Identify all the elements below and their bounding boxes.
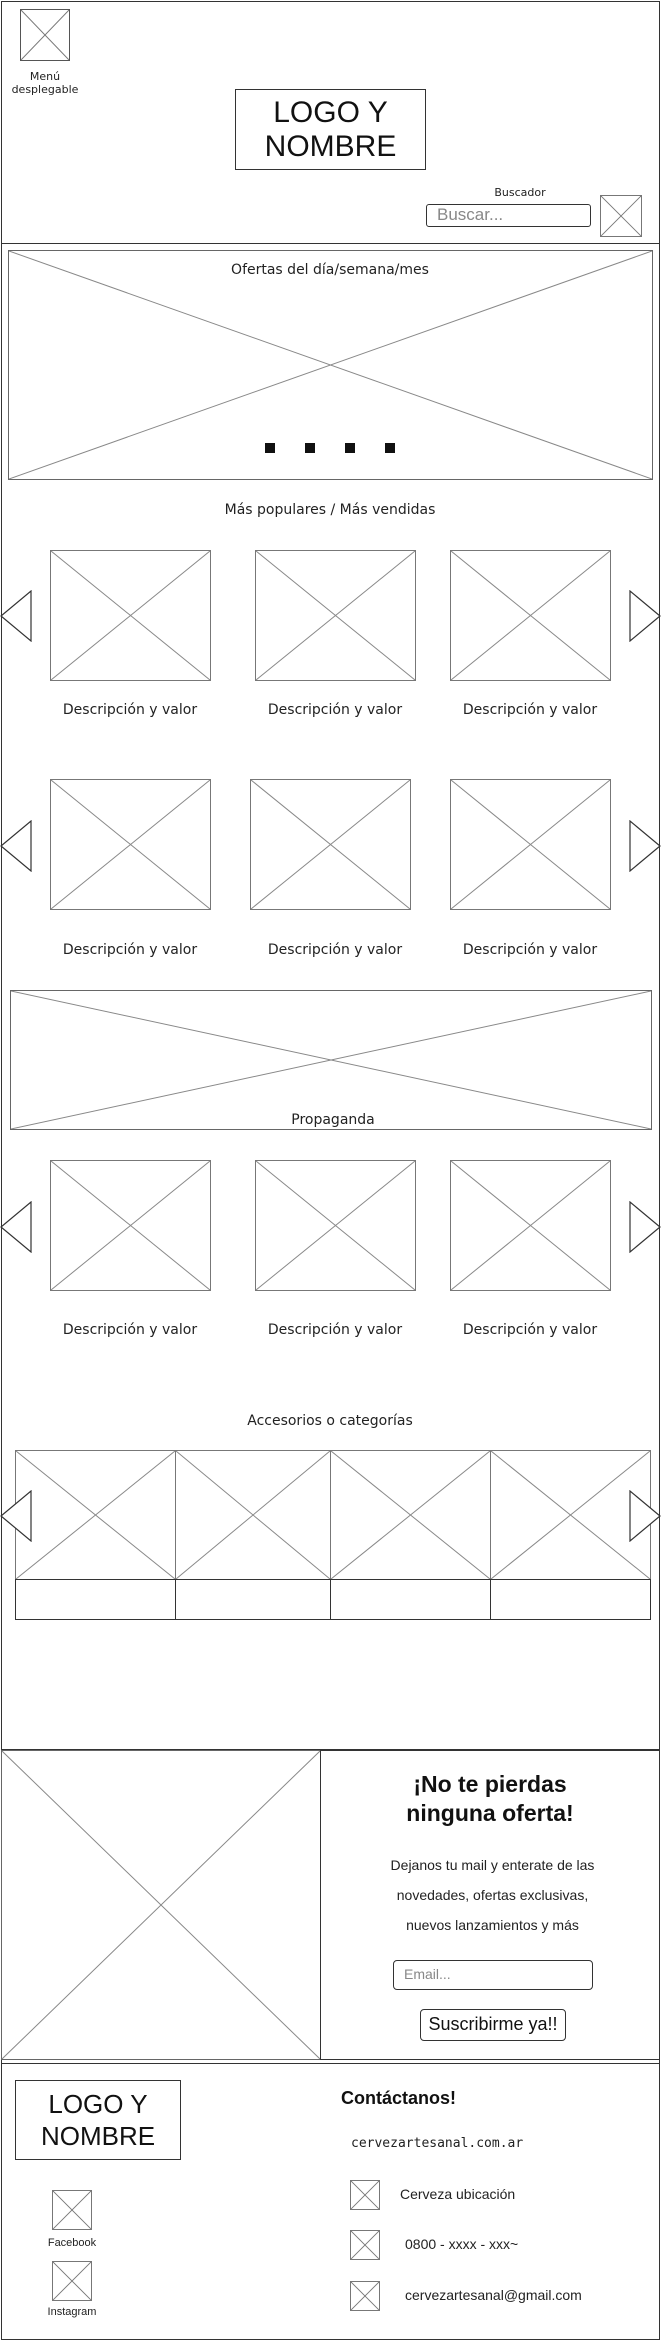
product-description[interactable]: Descripción y valor [62,1322,198,1338]
search-icon[interactable] [600,195,642,237]
arrow-left-icon[interactable] [0,1490,32,1542]
footer-divider [1,2063,660,2064]
arrow-left-icon[interactable] [0,1201,32,1253]
contact-title: Contáctanos! [341,2088,457,2108]
category-label-cell[interactable] [175,1579,331,1620]
menu-icon[interactable] [20,9,70,61]
header-divider [1,243,660,244]
category-image[interactable] [175,1450,331,1580]
carousel-dot-2[interactable] [305,443,315,453]
arrow-right-icon[interactable] [629,590,661,642]
category-image[interactable] [15,1450,176,1580]
product-description[interactable]: Descripción y valor [267,942,403,958]
hero-banner[interactable] [8,250,653,480]
search-input[interactable]: Buscar... [426,204,591,227]
carousel-dot-1[interactable] [265,443,275,453]
arrow-right-icon[interactable] [629,1490,661,1542]
newsletter-text: Dejanos tu mail y enterate de las noveda… [390,1857,595,1933]
product-description[interactable]: Descripción y valor [62,702,198,718]
facebook-icon[interactable] [52,2190,92,2230]
product-image[interactable] [255,550,416,681]
category-image[interactable] [330,1450,491,1580]
menu-label: Menú desplegable [11,70,79,96]
contact-website[interactable]: cervezartesanal.com.ar [351,2136,524,2151]
location-icon [350,2180,380,2210]
facebook-label[interactable]: Facebook [47,2237,97,2249]
product-image[interactable] [255,1160,416,1291]
product-description[interactable]: Descripción y valor [62,942,198,958]
newsletter-image [1,1750,321,2060]
search-label: Buscador [494,186,546,199]
product-image[interactable] [50,779,211,910]
product-description[interactable]: Descripción y valor [462,702,598,718]
product-image[interactable] [50,1160,211,1291]
subscribe-button[interactable]: Suscribirme ya!! [420,2009,566,2041]
contact-location: Cerveza ubicación [400,2186,516,2202]
category-image[interactable] [490,1450,651,1580]
category-label-cell[interactable] [330,1579,491,1620]
product-image[interactable] [450,1160,611,1291]
newsletter-divider [1,1749,660,1750]
arrow-right-icon[interactable] [629,1201,661,1253]
arrow-right-icon[interactable] [629,820,661,872]
ad-banner[interactable] [10,990,652,1130]
product-description[interactable]: Descripción y valor [267,1322,403,1338]
carousel-dot-4[interactable] [385,443,395,453]
phone-icon [350,2230,380,2260]
product-image[interactable] [50,550,211,681]
newsletter-panel [320,1750,660,2060]
product-description[interactable]: Descripción y valor [267,702,403,718]
contact-email[interactable]: cervezartesanal@gmail.com [405,2287,582,2303]
footer-logo[interactable]: LOGO Y NOMBRE [15,2080,181,2160]
hero-title: Ofertas del día/semana/mes [231,262,429,278]
product-description[interactable]: Descripción y valor [462,1322,598,1338]
product-image[interactable] [250,779,411,910]
product-description[interactable]: Descripción y valor [462,942,598,958]
contact-phone[interactable]: 0800 - xxxx - xxx~ [405,2236,519,2252]
header-logo[interactable]: LOGO Y NOMBRE [235,89,426,170]
arrow-left-icon[interactable] [0,820,32,872]
ad-label: Propaganda [291,1112,375,1128]
email-icon [350,2281,380,2311]
category-label-cell[interactable] [15,1579,176,1620]
newsletter-heading: ¡No te pierdas ninguna oferta! [406,1771,574,1826]
product-image[interactable] [450,550,611,681]
category-label-cell[interactable] [490,1579,651,1620]
email-input[interactable]: Email... [393,1960,593,1990]
product-image[interactable] [450,779,611,910]
instagram-label[interactable]: Instagram [47,2306,97,2318]
arrow-left-icon[interactable] [0,590,32,642]
accessories-title: Accesorios o categorías [247,1413,413,1429]
instagram-icon[interactable] [52,2261,92,2301]
popular-title: Más populares / Más vendidas [224,502,436,518]
carousel-dot-3[interactable] [345,443,355,453]
